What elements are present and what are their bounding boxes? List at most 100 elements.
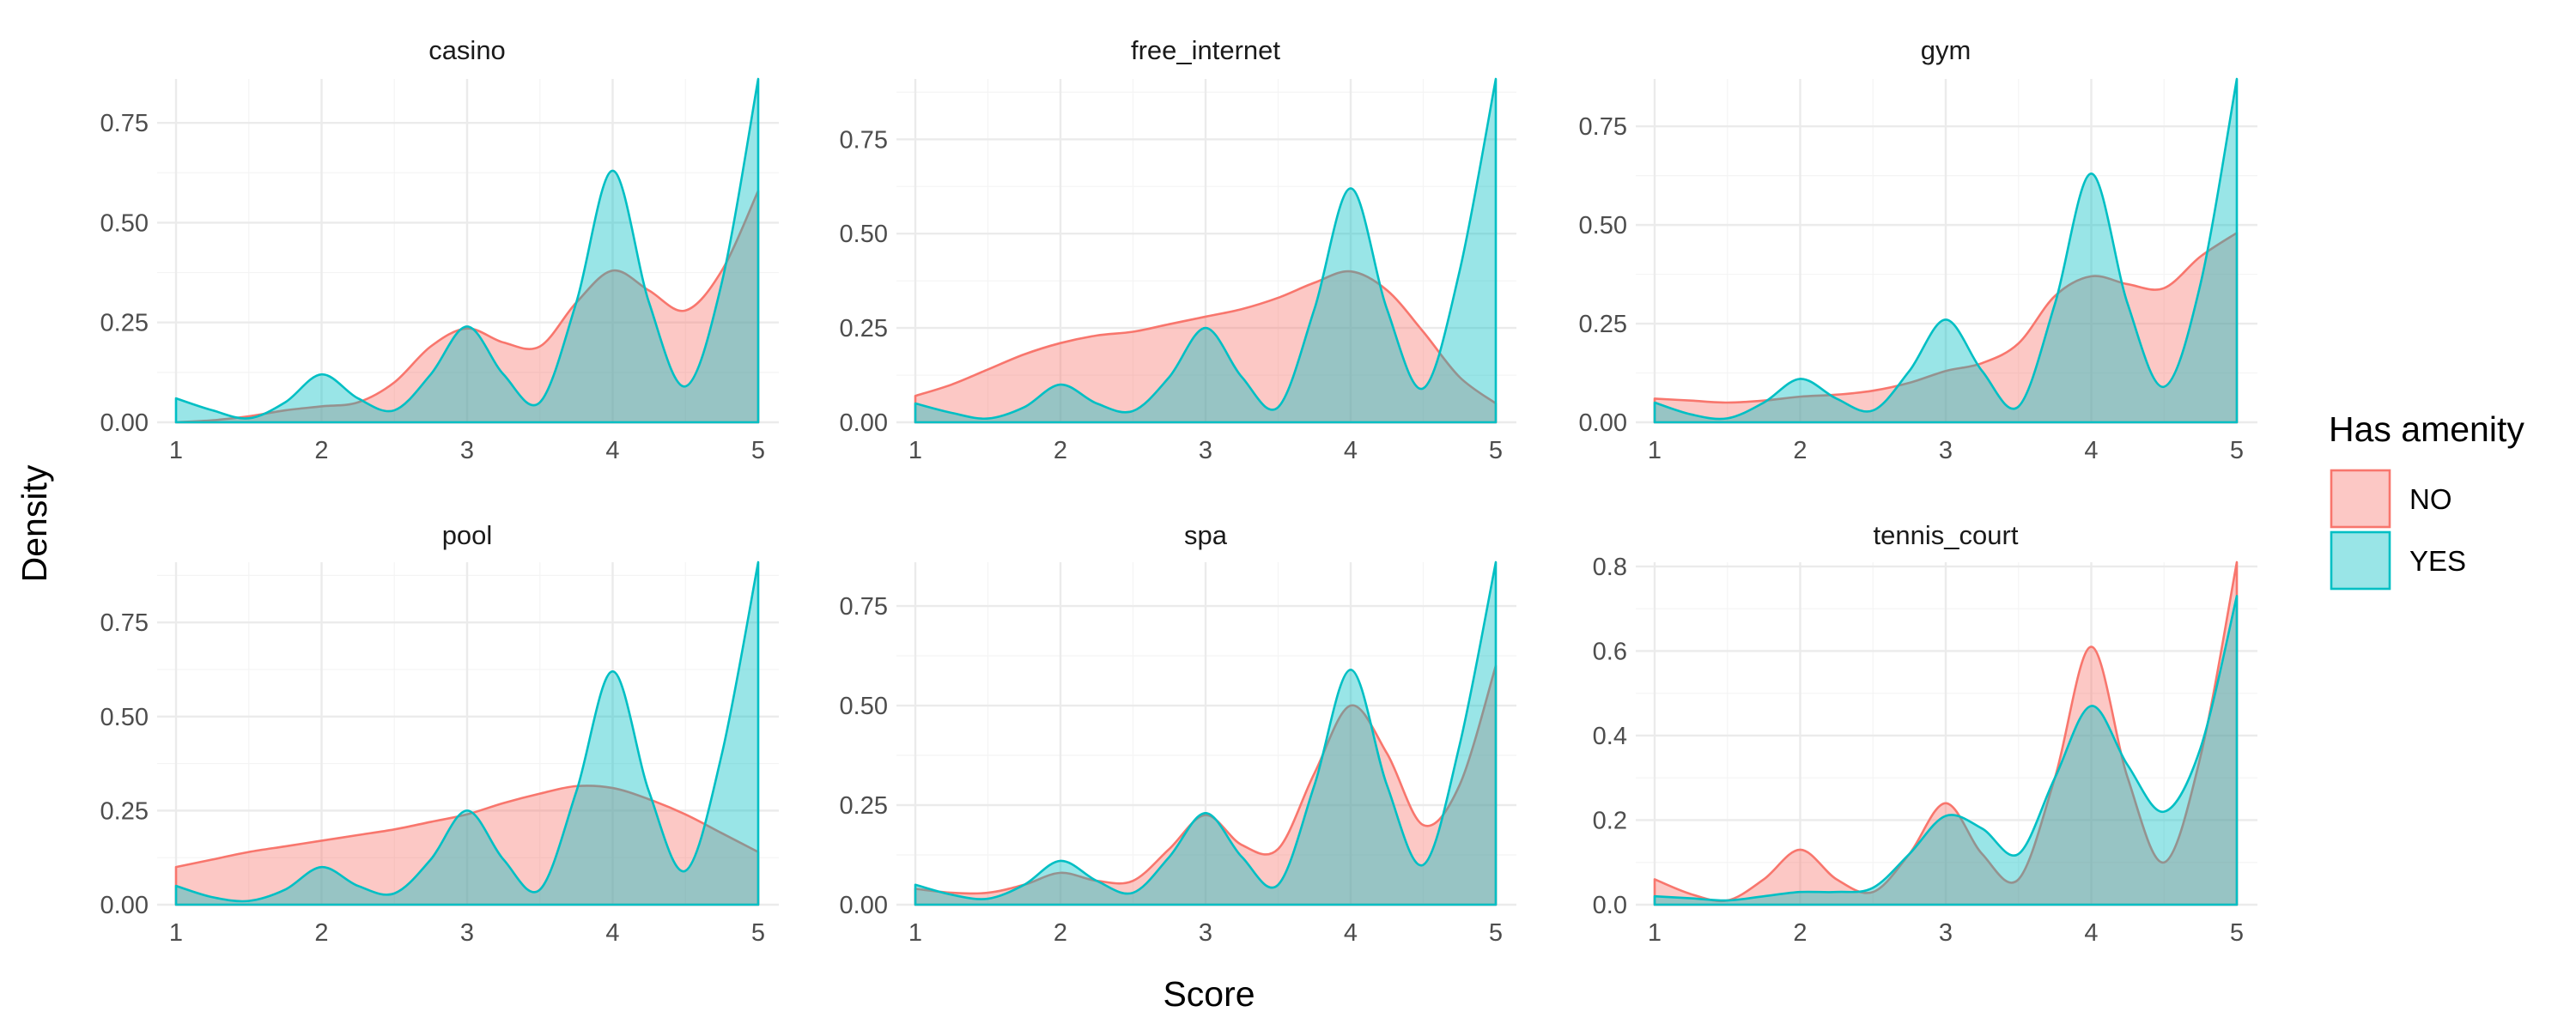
y-tick-label: 0.25	[840, 792, 888, 820]
x-tick-label: 2	[314, 437, 328, 464]
facet-panel-gym: gym 0.00 0.25 0.50 0.75 1 2 3 4 5	[1579, 35, 2257, 464]
facet-panel-spa: spa 0.00 0.25 0.50 0.75 1 2 3 4 5	[840, 520, 1516, 947]
y-tick-label: 0.75	[100, 609, 149, 637]
y-tick-label: 0.00	[1579, 409, 1627, 437]
x-tick-label: 5	[751, 437, 765, 464]
density-area-no	[1655, 233, 2237, 422]
density-area-yes	[176, 79, 758, 422]
facet-panel-pool: pool 0.00 0.25 0.50 0.75 1 2 3 4 5	[100, 520, 779, 947]
legend-key-no	[2330, 469, 2391, 529]
y-tick-label: 0.6	[1593, 638, 1627, 665]
x-axis-title: Score	[1163, 974, 1255, 1014]
facet-panel-tennis_court: tennis_court 0.0 0.2 0.4 0.6 0.8 1 2 3 4 5	[1593, 520, 2257, 947]
density-area-no	[176, 191, 758, 423]
density-area-yes	[915, 562, 1496, 905]
facet-title: spa	[1184, 520, 1228, 550]
x-tick-label: 5	[1489, 919, 1503, 947]
density-outline-no	[174, 189, 760, 424]
y-tick-label: 0.50	[840, 221, 888, 248]
y-tick-label: 0.00	[100, 892, 149, 919]
density-area-no	[176, 785, 758, 905]
x-tick-label: 2	[1793, 437, 1807, 464]
x-tick-label: 3	[460, 919, 474, 947]
density-outline-yes	[1653, 595, 2239, 906]
density-area-no	[915, 665, 1496, 905]
legend-key-yes	[2330, 530, 2391, 591]
y-tick-label: 0.75	[100, 110, 149, 137]
facet-panel-free_internet: free_internet 0.00 0.25 0.50 0.75 1 2 3 4 5	[840, 35, 1516, 464]
x-tick-label: 2	[314, 919, 328, 947]
x-tick-label: 1	[908, 437, 922, 464]
density-outline-no	[1653, 232, 2239, 424]
legend: Has amenity NO YES	[2329, 409, 2524, 591]
y-tick-label: 0.00	[100, 409, 149, 437]
facet-title: free_internet	[1131, 35, 1280, 65]
x-tick-label: 3	[460, 437, 474, 464]
density-outline-no	[174, 785, 760, 906]
y-tick-label: 0.00	[840, 892, 888, 919]
y-tick-label: 0.8	[1593, 554, 1627, 581]
x-tick-label: 3	[1939, 437, 1953, 464]
legend-label: YES	[2409, 545, 2466, 577]
x-tick-label: 4	[605, 437, 619, 464]
x-tick-label: 3	[1939, 919, 1953, 947]
y-tick-label: 0.50	[1579, 212, 1627, 239]
facet-title: casino	[428, 35, 506, 65]
y-tick-label: 0.75	[840, 593, 888, 621]
density-area-yes	[1655, 596, 2237, 905]
facet-title: gym	[1921, 35, 1971, 65]
y-tick-label: 0.75	[1579, 113, 1627, 141]
x-tick-label: 4	[1344, 919, 1358, 947]
x-tick-label: 4	[2084, 919, 2098, 947]
density-area-yes	[1655, 79, 2237, 422]
y-tick-label: 0.50	[840, 693, 888, 720]
x-tick-label: 1	[169, 437, 183, 464]
y-tick-label: 0.25	[100, 310, 149, 337]
y-tick-label: 0.25	[840, 315, 888, 342]
legend-item-no: NO	[2330, 469, 2452, 529]
x-tick-label: 2	[1054, 437, 1067, 464]
x-tick-label: 4	[605, 919, 619, 947]
density-outline-yes	[914, 77, 1498, 424]
x-tick-label: 2	[1054, 919, 1067, 947]
legend-title: Has amenity	[2329, 409, 2524, 449]
facet-panel-casino: casino 0.00 0.25 0.50 0.75 1 2 3 4 5	[100, 35, 779, 464]
y-tick-label: 0.50	[100, 704, 149, 731]
x-tick-label: 5	[2230, 919, 2244, 947]
x-tick-label: 5	[2230, 437, 2244, 464]
y-tick-label: 0.25	[1579, 311, 1627, 338]
y-tick-label: 0.50	[100, 209, 149, 237]
x-tick-label: 3	[1199, 919, 1212, 947]
x-tick-label: 5	[751, 919, 765, 947]
density-outline-yes	[914, 560, 1498, 906]
x-tick-label: 4	[1344, 437, 1358, 464]
x-tick-label: 4	[2084, 437, 2098, 464]
y-tick-label: 0.0	[1593, 892, 1627, 919]
density-area-yes	[176, 562, 758, 905]
facet-title: tennis_court	[1874, 520, 2019, 550]
legend-item-yes: YES	[2330, 530, 2466, 591]
x-tick-label: 2	[1793, 919, 1807, 947]
y-tick-label: 0.4	[1593, 723, 1627, 750]
legend-items: NO YES	[2330, 469, 2466, 591]
density-outline-yes	[174, 77, 760, 424]
density-outline-yes	[174, 560, 760, 906]
x-tick-label: 1	[1648, 437, 1662, 464]
density-outline-yes	[1653, 77, 2239, 424]
x-tick-label: 3	[1199, 437, 1212, 464]
x-tick-label: 5	[1489, 437, 1503, 464]
y-tick-label: 0.2	[1593, 807, 1627, 834]
y-tick-label: 0.75	[840, 126, 888, 154]
density-outline-no	[914, 270, 1498, 424]
density-outline-no	[1653, 560, 2239, 906]
facet-title: pool	[442, 520, 493, 550]
legend-label: NO	[2409, 483, 2452, 515]
x-tick-label: 1	[1648, 919, 1662, 947]
y-tick-label: 0.25	[100, 797, 149, 825]
density-area-yes	[915, 79, 1496, 422]
x-tick-label: 1	[169, 919, 183, 947]
y-tick-label: 0.00	[840, 409, 888, 437]
y-axis-title: Density	[15, 464, 54, 582]
